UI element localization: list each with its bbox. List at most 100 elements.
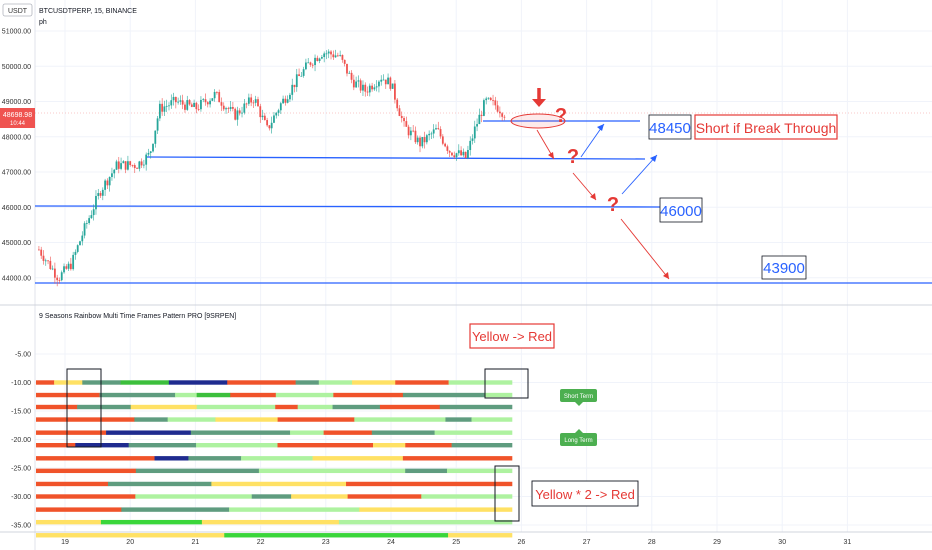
heatmap-segment: [439, 404, 513, 410]
time-tick-label: 19: [61, 539, 69, 546]
candle-body: [391, 83, 394, 89]
candle-body: [441, 136, 444, 144]
heatmap-segment: [448, 380, 513, 385]
candle-body: [357, 80, 360, 82]
level-line-47400[interactable]: [146, 156, 646, 160]
yellow-two-red-note-box[interactable]: [531, 480, 639, 507]
candle-body: [234, 108, 237, 120]
level-label-box[interactable]: [761, 255, 807, 280]
candle-body: [229, 107, 232, 109]
heatmap-segment: [323, 430, 373, 435]
heatmap-segment: [354, 417, 446, 422]
candle-body: [485, 98, 488, 101]
heatmap-segment: [471, 417, 513, 422]
current-price-time: 10:44: [10, 121, 26, 127]
yellow-red-note-box[interactable]: [469, 323, 555, 349]
heatmap-segment: [402, 456, 513, 461]
candle-body: [193, 102, 195, 107]
time-tick-label: 22: [257, 539, 265, 546]
candle-body: [314, 57, 316, 66]
candle-body: [106, 180, 109, 186]
candle-body: [492, 99, 494, 101]
candle-body: [200, 99, 202, 110]
candle-body: [384, 79, 387, 85]
candle-body: [378, 81, 380, 87]
long-term-badge[interactable]: [560, 433, 597, 446]
heatmap-segment: [100, 519, 203, 525]
current-price-value: 48698.98: [3, 112, 32, 119]
long-term-label: Long Term: [564, 438, 592, 444]
candle-body: [423, 137, 426, 143]
candle-body: [307, 62, 310, 64]
candle-body: [416, 137, 419, 143]
candle-body: [88, 218, 91, 224]
candle-body: [247, 97, 250, 104]
question-mark-icon: ?: [567, 146, 579, 168]
candle-body: [348, 72, 351, 74]
highlight-box[interactable]: [484, 368, 529, 399]
candle-body: [113, 169, 116, 174]
candle-body: [211, 98, 214, 101]
heatmap-segment: [275, 392, 334, 398]
down-path-arrow[interactable]: [620, 218, 670, 280]
candle-body: [309, 62, 312, 65]
candle-body: [92, 209, 95, 216]
oscillator-tick-label: -25.00: [11, 466, 31, 473]
heatmap-segment: [130, 404, 198, 410]
support-levels: [34, 120, 932, 284]
short-term-badge[interactable]: [560, 389, 597, 402]
candle-body: [117, 161, 120, 169]
heatmap-segment: [175, 392, 197, 398]
heatmap-segment: [77, 404, 132, 410]
heatmap-segment: [188, 456, 242, 461]
price-tick-label: 48000.00: [2, 134, 31, 141]
yellow-two-red-note: Yellow * 2 -> Red: [535, 487, 635, 502]
heatmap-segment: [434, 430, 513, 435]
level-label-box[interactable]: [659, 197, 703, 223]
breakout-ellipse[interactable]: [510, 113, 566, 129]
candle-body: [270, 122, 273, 129]
candle-body: [364, 84, 367, 92]
candle-body: [387, 77, 389, 85]
candle-body: [355, 81, 358, 88]
candle-body: [473, 126, 476, 139]
candle-body: [289, 94, 291, 100]
candle-body: [186, 100, 189, 110]
candle-body: [72, 254, 75, 270]
down-arrow-icon[interactable]: [532, 99, 546, 107]
currency-badge-label: USDT: [8, 8, 28, 15]
candle-body: [161, 103, 164, 112]
highlight-box[interactable]: [494, 465, 520, 522]
up-path-arrow[interactable]: [621, 154, 658, 195]
candle-body: [425, 135, 428, 143]
heatmap-segment: [54, 380, 83, 385]
highlight-box[interactable]: [66, 368, 102, 448]
heatmap-segment: [215, 417, 278, 422]
currency-badge[interactable]: [2, 3, 33, 17]
candle-body: [435, 128, 437, 130]
candle-body: [316, 57, 319, 62]
candle-body: [487, 97, 490, 99]
heatmap-segment: [167, 417, 216, 422]
candle-body: [394, 83, 396, 100]
candle-body: [389, 77, 392, 89]
short-note-box[interactable]: [694, 114, 838, 140]
heatmap-segment: [446, 468, 513, 474]
level-line-46000[interactable]: [34, 205, 661, 208]
heatmap-segment: [405, 443, 452, 448]
time-tick-label: 25: [452, 539, 460, 546]
candle-body: [124, 161, 127, 170]
candle-body: [332, 54, 335, 58]
short-note-text: Short if Break Through: [696, 120, 837, 136]
candle-body: [238, 110, 241, 114]
candle-body: [195, 102, 198, 110]
candle-body: [147, 152, 150, 155]
candle-body: [222, 105, 225, 110]
candle-body: [362, 84, 364, 91]
candle-body: [444, 143, 447, 147]
price-tick-label: 46000.00: [2, 205, 31, 212]
time-tick-label: 21: [192, 539, 200, 546]
candle-body: [181, 100, 184, 105]
heatmap-segment: [229, 507, 360, 512]
level-label-box[interactable]: [648, 114, 692, 140]
